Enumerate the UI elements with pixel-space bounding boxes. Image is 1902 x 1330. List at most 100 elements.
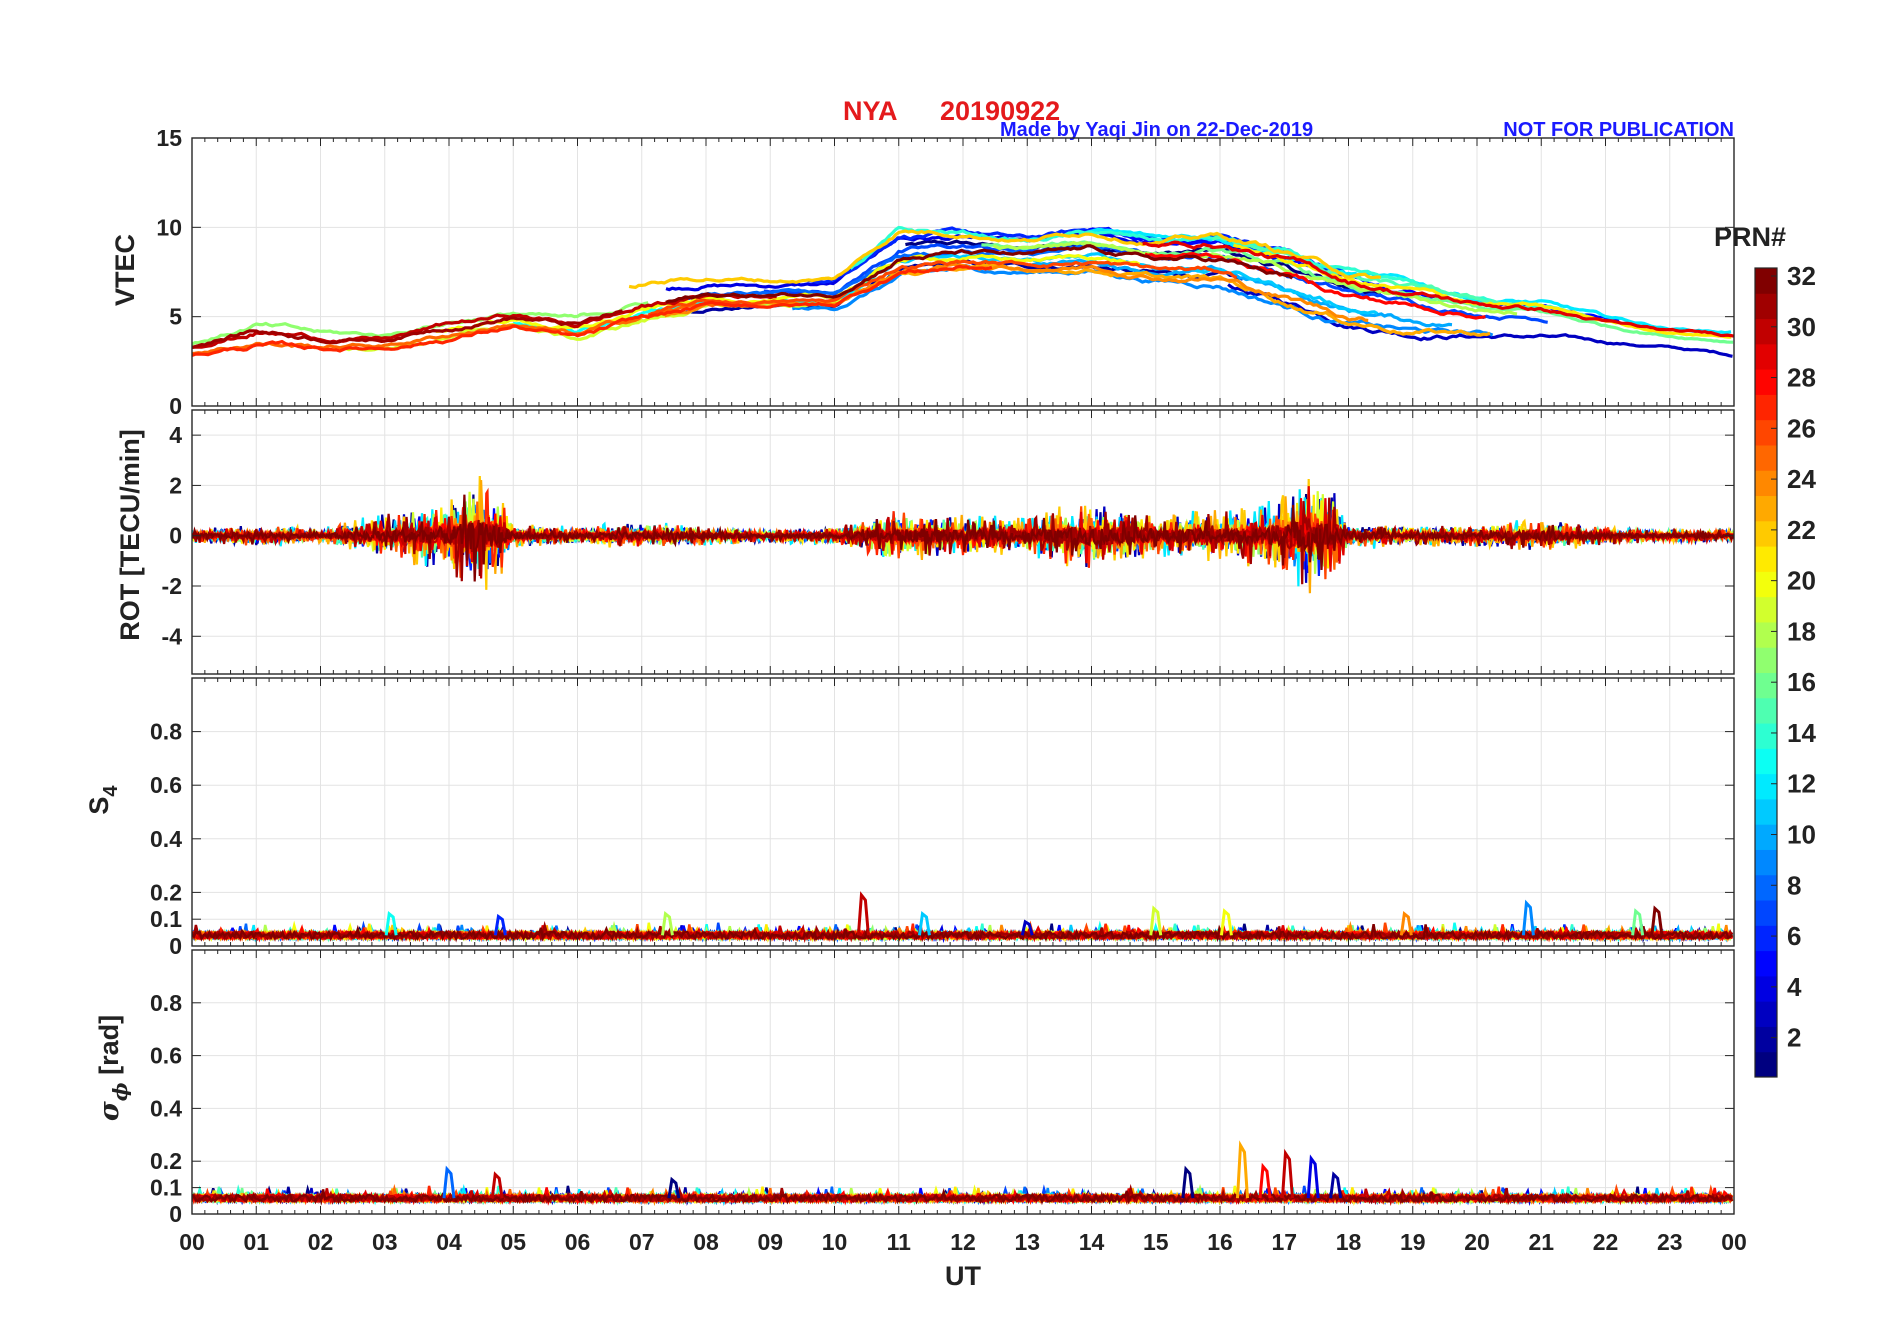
colorbar-segment (1755, 597, 1777, 623)
colorbar-tick-label: 22 (1787, 515, 1816, 545)
station-title: NYA (843, 96, 898, 126)
s4-ytick-label: 0.2 (150, 879, 182, 905)
s4-ytick-label: 0.8 (150, 719, 182, 745)
colorbar-segment (1755, 268, 1777, 294)
rot-ytick-label: -4 (162, 623, 183, 649)
sigma-ylabel-sub: ϕ (108, 1082, 132, 1101)
vtec-ytick-label: 0 (169, 393, 182, 419)
s4-ytick-label: 0.4 (150, 826, 182, 852)
colorbar-segment (1755, 849, 1777, 875)
rot-ytick-label: 2 (169, 472, 182, 498)
x-tick-label: 05 (500, 1229, 526, 1255)
x-tick-label: 14 (1079, 1229, 1105, 1255)
colorbar-tick-label: 18 (1787, 616, 1816, 646)
sigma-ylabel-unit: [rad] (94, 1015, 124, 1083)
colorbar-segment (1755, 369, 1777, 395)
sigma-ytick-label: 0.8 (150, 990, 182, 1016)
x-tick-label: 10 (822, 1229, 848, 1255)
colorbar-segment (1755, 900, 1777, 926)
figure: NYA 20190922 Made by Yaqi Jin on 22-Dec-… (0, 0, 1902, 1330)
colorbar-tick-label: 12 (1787, 769, 1816, 799)
colorbar-tick-label: 28 (1787, 363, 1816, 393)
colorbar-tick-label: 32 (1787, 261, 1816, 291)
s4-ytick-label: 0.1 (150, 906, 182, 932)
sigma-spike (1183, 1169, 1193, 1198)
x-tick-label: 12 (950, 1229, 976, 1255)
sigma-ylabel-main: σ (94, 1101, 125, 1121)
sigma-ytick-label: 0.4 (150, 1095, 182, 1121)
s4-panel: 00.10.2 0.4 0.6 0.8 (150, 678, 1734, 959)
rot-ylabel: ROT [TECU/min] (115, 429, 145, 640)
colorbar-segment (1755, 925, 1777, 951)
x-tick-label: 09 (757, 1229, 783, 1255)
sigma-ytick-label: 0.6 (150, 1043, 182, 1069)
sigma-spike (1237, 1145, 1247, 1198)
x-tick-labels: 00 01 02 03 04 05 06 07 08 09 10 11 12 13 14 15 16 17 18 19… (179, 1229, 1747, 1255)
rot-ytick-label: -2 (162, 573, 182, 599)
colorbar-segment (1755, 622, 1777, 648)
x-tick-label: 07 (629, 1229, 655, 1255)
x-tick-label: 00 (1721, 1229, 1747, 1255)
colorbar-segment (1755, 799, 1777, 825)
x-tick-label: 21 (1528, 1229, 1554, 1255)
x-tick-label: 02 (308, 1229, 334, 1255)
colorbar-segment (1755, 774, 1777, 800)
colorbar-tick-label: 16 (1787, 667, 1816, 697)
x-axis-label: UT (945, 1261, 981, 1291)
sigma-ylabel: σϕ [rad] (94, 1015, 132, 1121)
colorbar-segment (1755, 647, 1777, 673)
rot-ytick-label: 4 (169, 422, 182, 448)
colorbar-segment (1755, 673, 1777, 699)
sigma-ytick-label: 0.2 (150, 1148, 182, 1174)
colorbar-segment (1755, 445, 1777, 471)
s4-ylabel-main: S (84, 797, 114, 815)
colorbar-segment (1755, 420, 1777, 446)
x-tick-label: 13 (1014, 1229, 1040, 1255)
x-tick-label: 23 (1657, 1229, 1683, 1255)
sigma-ytick-label: 0 (169, 1201, 182, 1227)
x-tick-label: 00 (179, 1229, 205, 1255)
colorbar-segment (1755, 293, 1777, 319)
colorbar-segment (1755, 319, 1777, 345)
colorbar-segment (1755, 951, 1777, 977)
s4-ytick-label: 0 (169, 933, 182, 959)
colorbar-tick-label: 10 (1787, 820, 1816, 850)
colorbar-segment (1755, 571, 1777, 597)
x-tick-label: 15 (1143, 1229, 1169, 1255)
sigma-ytick-label: 0.1 (150, 1175, 182, 1201)
colorbar-segment (1755, 1026, 1777, 1052)
colorbar-tick-label: 4 (1787, 972, 1802, 1002)
colorbar-segment (1755, 824, 1777, 850)
colorbar-segment (1755, 976, 1777, 1002)
colorbar-segment (1755, 470, 1777, 496)
colorbar-tick-label: 24 (1787, 464, 1816, 494)
colorbar-tick-label: 2 (1787, 1023, 1801, 1053)
vtec-panel: 0 5 10 15 (156, 125, 1734, 419)
rot-ytick-label: 0 (169, 523, 182, 549)
colorbar-segment (1755, 394, 1777, 420)
s4-ytick-label: 0.6 (150, 772, 182, 798)
colorbar-segment (1755, 521, 1777, 547)
x-tick-label: 04 (436, 1229, 462, 1255)
sigma-traces (192, 1145, 1732, 1201)
colorbar-tick-label: 26 (1787, 413, 1816, 443)
s4-ylabel-sub: 4 (100, 785, 122, 797)
vtec-ytick-label: 10 (156, 214, 182, 240)
x-tick-label: 19 (1400, 1229, 1426, 1255)
colorbar-segment (1755, 496, 1777, 522)
s4-spike (858, 895, 868, 935)
colorbar-tick-label: 14 (1787, 718, 1816, 748)
colorbar-segment (1755, 1001, 1777, 1027)
colorbar-segment (1755, 698, 1777, 724)
colorbar-tick-label: 8 (1787, 870, 1801, 900)
x-tick-label: 20 (1464, 1229, 1490, 1255)
x-tick-label: 18 (1336, 1229, 1362, 1255)
colorbar-segment (1755, 875, 1777, 901)
vtec-ytick-label: 15 (156, 125, 182, 151)
x-tick-label: 17 (1271, 1229, 1297, 1255)
x-tick-label: 16 (1207, 1229, 1233, 1255)
colorbar-tick-label: 30 (1787, 312, 1816, 342)
vtec-ytick-label: 5 (169, 304, 182, 330)
s4-traces (192, 895, 1732, 939)
